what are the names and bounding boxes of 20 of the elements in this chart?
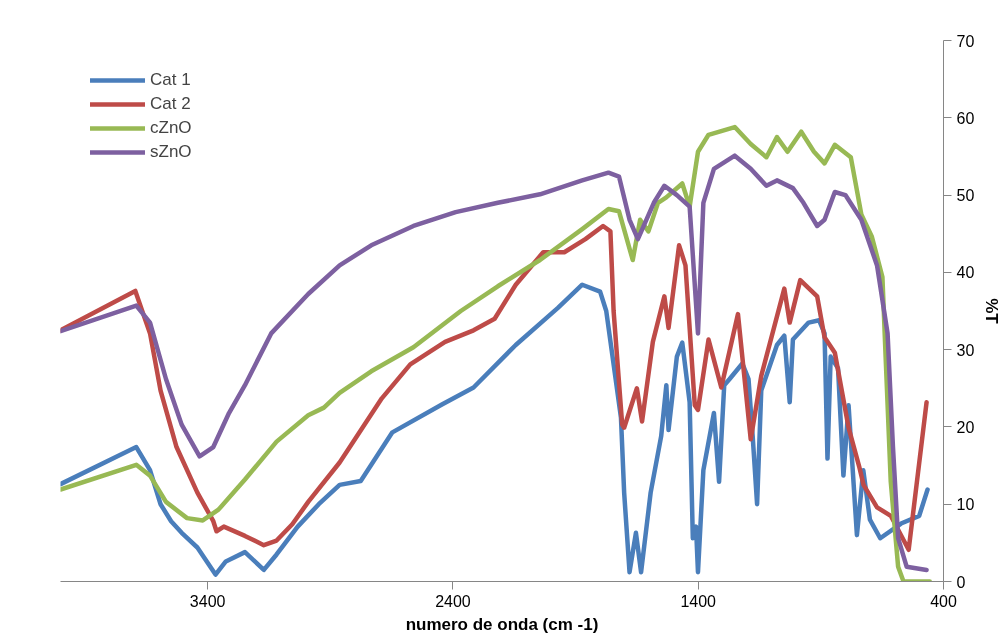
y-tick-label: 30 — [956, 341, 975, 359]
x-tick-label: 1400 — [680, 592, 717, 610]
x-tick-label: 2400 — [435, 592, 471, 610]
line-series — [60, 282, 930, 577]
y-tick-label: 60 — [956, 109, 975, 127]
x-tick-label: 400 — [930, 592, 957, 610]
legend-label: Cat 2 — [150, 94, 191, 114]
y-tick-label: 50 — [956, 187, 975, 205]
y-tick-label: 20 — [956, 418, 975, 436]
y-tick-label: 70 — [956, 32, 975, 50]
x-tick-label: 3400 — [189, 592, 226, 610]
y-tick-label: 10 — [956, 496, 975, 514]
line-series — [60, 223, 929, 553]
y-axis-title: %T — [982, 298, 1002, 325]
y-tick-label: 40 — [956, 264, 975, 282]
legend-label: cZnO — [150, 118, 192, 138]
y-tick-label: 0 — [956, 573, 966, 591]
legend-label: Cat 1 — [150, 70, 191, 90]
x-axis-title: numero de onda (cm -1) — [405, 614, 599, 634]
legend-label: sZnO — [150, 142, 192, 162]
